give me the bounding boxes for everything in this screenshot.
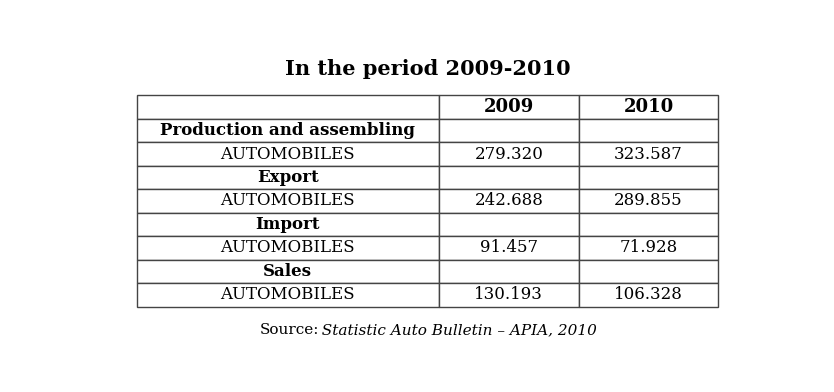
Bar	[137, 260, 439, 283]
Text: 323.587: 323.587	[614, 145, 683, 163]
Bar	[579, 260, 718, 283]
Text: AUTOMOBILES: AUTOMOBILES	[220, 192, 355, 209]
Text: 71.928: 71.928	[620, 240, 677, 256]
Bar	[579, 283, 718, 307]
Bar	[579, 142, 718, 166]
Text: Source:  Statistic Auto Bulletin – APIA, 2010: Source: Statistic Auto Bulletin – APIA, …	[255, 323, 600, 337]
Text: Production and assembling: Production and assembling	[160, 122, 415, 139]
Bar	[137, 142, 439, 166]
Bar	[439, 260, 579, 283]
Text: Export: Export	[257, 169, 319, 186]
Bar	[137, 236, 439, 260]
Text: 106.328: 106.328	[614, 287, 683, 303]
Bar	[137, 166, 439, 189]
Bar	[579, 95, 718, 119]
Bar	[137, 189, 439, 213]
Bar	[439, 95, 579, 119]
Text: Statistic Auto Bulletin – APIA, 2010: Statistic Auto Bulletin – APIA, 2010	[312, 323, 597, 337]
Bar	[439, 142, 579, 166]
Bar	[439, 119, 579, 142]
Text: 2010: 2010	[623, 98, 674, 116]
Bar	[439, 236, 579, 260]
Bar	[579, 166, 718, 189]
Bar	[137, 119, 439, 142]
Text: Source:: Source:	[260, 323, 319, 337]
Text: AUTOMOBILES: AUTOMOBILES	[220, 287, 355, 303]
Bar	[439, 166, 579, 189]
Bar	[439, 283, 579, 307]
Bar	[579, 213, 718, 236]
Text: AUTOMOBILES: AUTOMOBILES	[220, 240, 355, 256]
Bar	[137, 95, 439, 119]
Bar	[439, 213, 579, 236]
Bar	[579, 119, 718, 142]
Text: 130.193: 130.193	[475, 287, 543, 303]
Text: In the period 2009-2010: In the period 2009-2010	[284, 59, 570, 79]
Bar	[137, 283, 439, 307]
Bar	[579, 189, 718, 213]
Text: 242.688: 242.688	[475, 192, 543, 209]
Text: 2009: 2009	[484, 98, 534, 116]
Text: 91.457: 91.457	[480, 240, 538, 256]
Text: AUTOMOBILES: AUTOMOBILES	[220, 145, 355, 163]
Text: Sales: Sales	[264, 263, 312, 280]
Text: 279.320: 279.320	[475, 145, 543, 163]
Text: 289.855: 289.855	[614, 192, 683, 209]
Bar	[137, 213, 439, 236]
Text: Import: Import	[255, 216, 320, 233]
Bar	[439, 189, 579, 213]
Bar	[579, 236, 718, 260]
